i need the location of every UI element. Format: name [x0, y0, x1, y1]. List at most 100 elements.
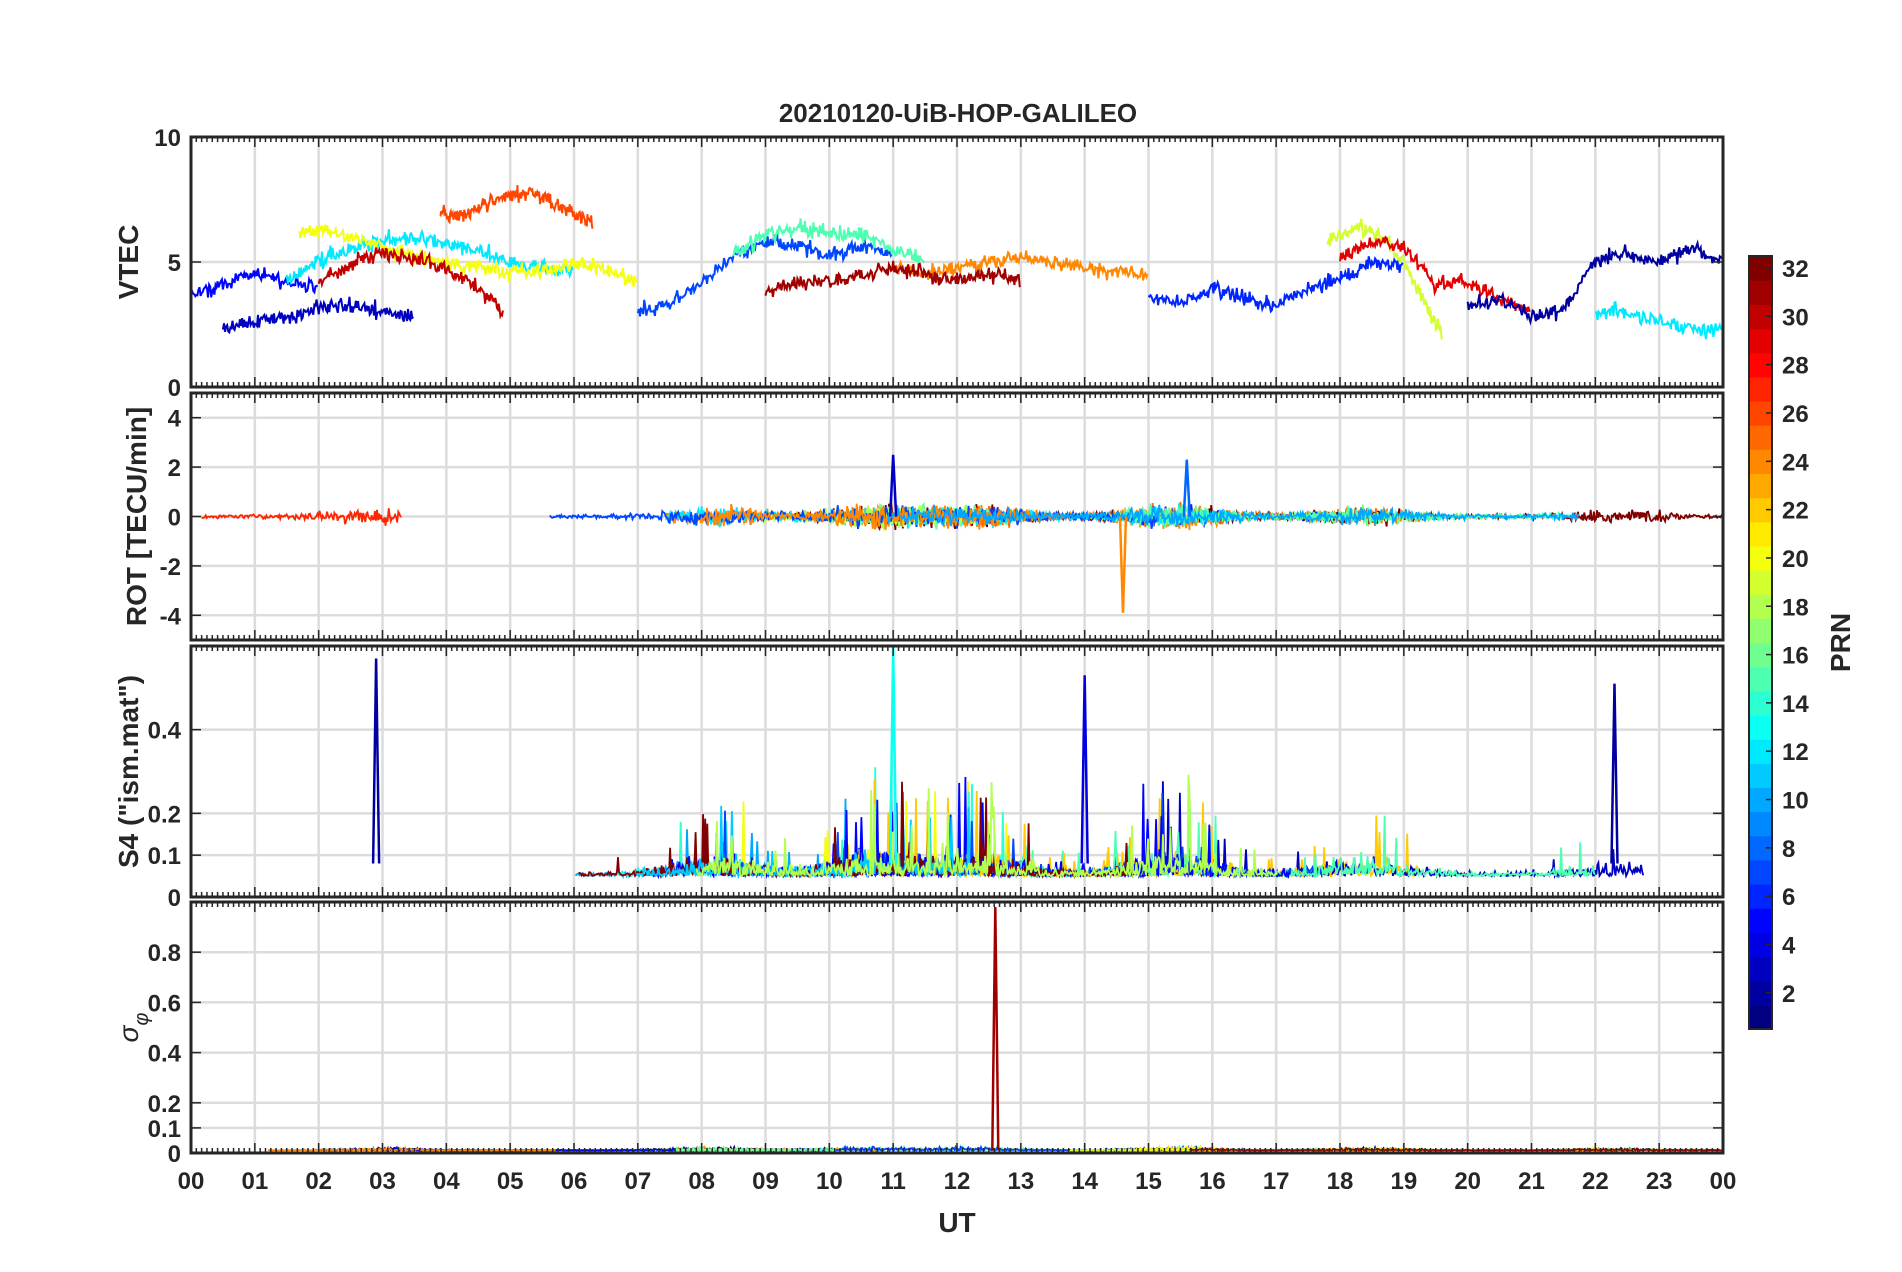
colorbar-swatch: [1749, 376, 1772, 402]
colorbar-swatch: [1749, 980, 1772, 1006]
y-tick-label: 0: [168, 505, 181, 532]
colorbar-tick-label: 24: [1782, 449, 1809, 476]
x-tick-label: 13: [1007, 1168, 1034, 1195]
x-tick-label: 05: [497, 1168, 524, 1195]
trace-prn-18: [695, 774, 1278, 880]
y-tick-label: 10: [154, 125, 181, 152]
panel-vtec: 0 5 10 VTEC: [113, 125, 1725, 402]
colorbar-swatch: [1749, 352, 1772, 378]
colorbar-frame: [1748, 255, 1773, 1030]
vtec-series-prn-12: [1594, 300, 1723, 340]
trace-prn-31: [1188, 1146, 1723, 1152]
panel-s4: 0 0.1 0.2 0.4S4 ("ism.mat"): [113, 644, 1725, 912]
colorbar-swatch: [1749, 256, 1772, 281]
spike-prn-2: [1610, 683, 1619, 864]
colorbar-swatch: [1749, 932, 1772, 958]
colorbar-tick-label: 4: [1782, 932, 1796, 959]
colorbar-swatch: [1749, 618, 1772, 644]
spike-prn-8: [1182, 459, 1192, 517]
colorbar-swatch: [1749, 545, 1772, 571]
x-tick-label: 10: [816, 1168, 843, 1195]
figure-title: 20210120-UiB-HOP-GALILEO: [779, 98, 1137, 128]
vtec-series-prn-20: [298, 224, 638, 288]
trace-prn-15: [1020, 807, 1596, 880]
colorbar-swatch: [1749, 714, 1772, 740]
x-tick-label: 12: [944, 1168, 971, 1195]
colorbar-tick-label: 8: [1782, 836, 1795, 863]
x-tick-label: 20: [1454, 1168, 1481, 1195]
colorbar-tick-label: 12: [1782, 739, 1809, 766]
colorbar-swatch: [1749, 884, 1772, 909]
trace-prn-24: [267, 1145, 556, 1153]
y-axis-label: S4 ("ism.mat"): [113, 675, 144, 868]
x-tick-label: 03: [369, 1168, 396, 1195]
colorbar-swatch: [1749, 666, 1772, 692]
colorbar-swatch: [1749, 594, 1772, 619]
colorbar-swatch: [1749, 642, 1772, 668]
y-tick-label: 4: [168, 406, 182, 433]
vtec-series-prn-2: [1466, 239, 1723, 326]
colorbar-tick-label: 14: [1782, 691, 1809, 718]
y-tick-label: 0: [168, 375, 181, 402]
colorbar-swatch: [1749, 811, 1772, 837]
colorbar-swatch: [1749, 859, 1772, 885]
vtec-series-prn-19: [1326, 218, 1443, 340]
vtec-series-prn-12: [285, 228, 574, 286]
trace-prn-27: [201, 507, 402, 526]
colorbar-swatch: [1749, 304, 1772, 330]
vtec-series-prn-15: [732, 218, 925, 266]
colorbar-tick-label: 18: [1782, 594, 1809, 621]
trace-prn-10: [887, 504, 1580, 527]
colorbar-swatch: [1749, 473, 1772, 499]
spike-prn-4: [1080, 675, 1089, 864]
colorbar-swatch: [1749, 908, 1772, 933]
y-tick-label: 0.4: [148, 718, 182, 745]
x-tick-label: 23: [1646, 1168, 1673, 1195]
spike-prn-31: [991, 907, 1000, 1151]
colorbar-swatch: [1749, 280, 1772, 305]
colorbar-label: PRN: [1825, 613, 1856, 672]
vtec-series-prn-6: [1147, 256, 1404, 314]
y-axis-label: σφ: [113, 1013, 153, 1043]
x-tick-label: 17: [1263, 1168, 1290, 1195]
y-tick-label: -2: [160, 554, 181, 581]
colorbar-tick-label: 26: [1782, 401, 1809, 428]
colorbar-swatch: [1749, 328, 1772, 354]
colorbar-swatch: [1749, 787, 1772, 813]
y-tick-label: -4: [160, 603, 182, 630]
spike-prn-2: [371, 658, 381, 864]
x-tick-label: 21: [1518, 1168, 1545, 1195]
spike-prn-24: [1118, 516, 1128, 613]
colorbar-swatch: [1749, 835, 1772, 861]
vtec-series-prn-31: [764, 260, 1021, 298]
colorbar-swatch: [1749, 763, 1772, 789]
x-tick-label: 09: [752, 1168, 779, 1195]
y-tick-label: 0.8: [148, 940, 181, 967]
vtec-series-prn-30: [317, 246, 504, 320]
y-axis-label: VTEC: [113, 225, 144, 300]
x-tick-label: 16: [1199, 1168, 1226, 1195]
colorbar-tick-label: 22: [1782, 498, 1809, 525]
colorbar-tick-label: 30: [1782, 304, 1809, 331]
x-tick-label: 14: [1071, 1168, 1098, 1195]
vtec-series-prn-3: [221, 296, 414, 335]
y-tick-label: 0: [168, 1141, 181, 1168]
y-tick-label: 0.2: [148, 801, 181, 828]
colorbar-swatch: [1749, 449, 1772, 475]
panel-rot: -4 -2 0 2 4 ROT [TECU/min]: [121, 391, 1725, 642]
y-tick-label: 5: [168, 250, 181, 277]
vtec-series-prn-7: [636, 232, 893, 317]
y-tick-label: 0.4: [148, 1041, 182, 1068]
x-axis-label: UT: [938, 1207, 975, 1238]
colorbar-swatch: [1749, 956, 1772, 982]
y-axis-label: ROT [TECU/min]: [121, 407, 152, 626]
colorbar-tick-label: 10: [1782, 788, 1809, 815]
colorbar-tick-label: 28: [1782, 353, 1809, 380]
colorbar-tick-label: 32: [1782, 256, 1809, 283]
colorbar-swatch: [1749, 690, 1772, 716]
x-tick-label: 01: [241, 1168, 268, 1195]
x-tick-label: 02: [305, 1168, 332, 1195]
x-tick-label: 15: [1135, 1168, 1162, 1195]
